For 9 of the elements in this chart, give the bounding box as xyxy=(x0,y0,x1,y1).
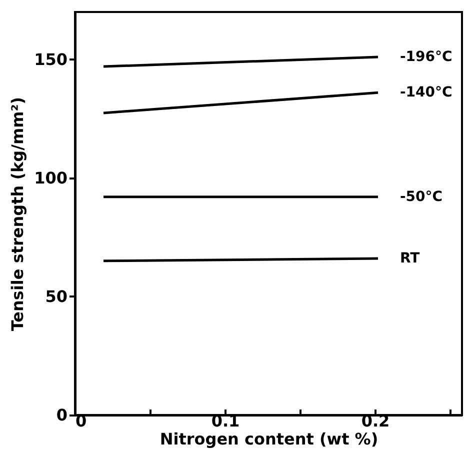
y-axis-title: Tensile strength (kg/mm²) xyxy=(8,96,28,332)
y-tick-label: 50 xyxy=(45,286,68,306)
series-label: RT xyxy=(400,250,420,267)
x-axis-title: Nitrogen content (wt %) xyxy=(160,430,378,448)
series-label: -196°C xyxy=(400,49,452,66)
y-tick-label: 100 xyxy=(34,168,68,188)
series-label: -50°C xyxy=(400,188,443,205)
series-label: -140°C xyxy=(400,84,452,101)
y-tick-label: 150 xyxy=(34,50,68,69)
